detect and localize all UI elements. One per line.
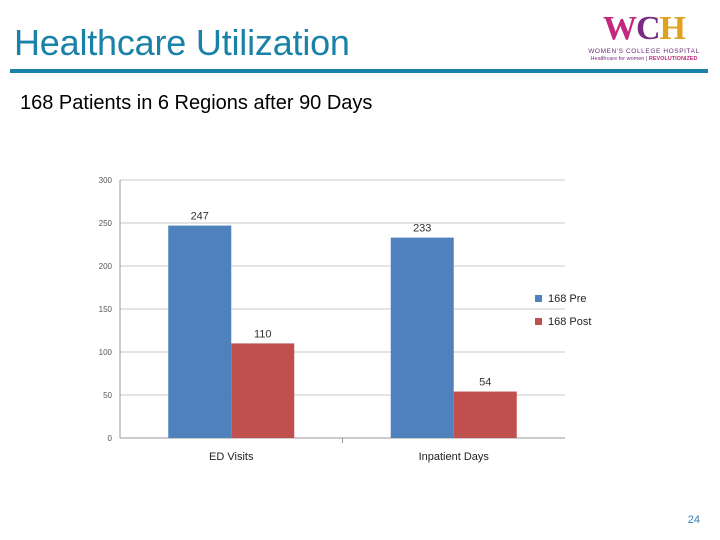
y-tick-label: 200 <box>99 262 113 271</box>
bar <box>168 225 232 438</box>
legend-swatch <box>535 295 542 302</box>
bar <box>231 343 295 438</box>
bar <box>390 237 454 438</box>
x-tick-label: ED Visits <box>209 451 254 463</box>
logo-tagline: Healthcare for women | REVOLUTIONIZED <box>590 56 698 62</box>
y-tick-label: 150 <box>99 305 113 314</box>
bar-chart: 0 50 100 150 200 250 300 247 110 ED Visits 233 54 In… <box>99 176 592 463</box>
x-tick-label: Inpatient Days <box>419 451 490 463</box>
hospital-logo: WCH WOMEN'S COLLEGE HOSPITAL Healthcare … <box>584 10 704 66</box>
y-tick-label: 100 <box>99 348 113 357</box>
y-tick-label: 50 <box>103 391 112 400</box>
legend-swatch <box>535 318 542 325</box>
data-label: 247 <box>191 211 209 223</box>
legend-label: 168 Pre <box>548 293 587 305</box>
y-tick-label: 0 <box>108 434 113 443</box>
title-divider <box>10 69 708 73</box>
data-label: 54 <box>479 377 491 389</box>
y-tick-label: 300 <box>99 176 113 185</box>
slide-subtitle: 168 Patients in 6 Regions after 90 Days <box>20 92 373 114</box>
slide-title: Healthcare Utilization <box>14 22 350 63</box>
data-label: 233 <box>413 223 431 235</box>
y-tick-label: 250 <box>99 219 113 228</box>
logo-monogram: WCH <box>602 10 686 47</box>
bar <box>453 391 517 438</box>
page-number: 24 <box>687 514 700 526</box>
data-label: 110 <box>254 328 272 340</box>
legend-label: 168 Post <box>548 316 591 328</box>
logo-hospital-name: WOMEN'S COLLEGE HOSPITAL <box>588 48 700 55</box>
